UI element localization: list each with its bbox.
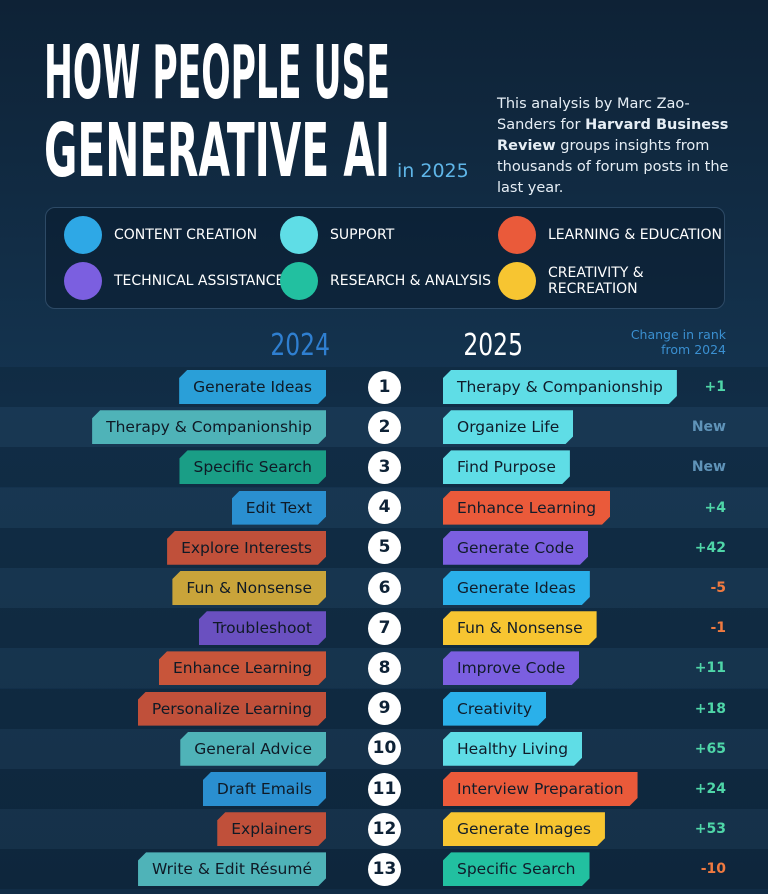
legend-item: LEARNING & EDUCATION — [498, 216, 722, 254]
rank-change: +11 — [694, 660, 726, 677]
pill-2024: Draft Emails — [203, 772, 326, 806]
rank: 12 — [368, 812, 401, 846]
pill-2024: Explore Interests — [167, 531, 326, 565]
pill-2024: Personalize Learning — [138, 692, 326, 726]
title: HOW PEOPLE USE GENERATIVE AI — [44, 36, 390, 186]
legend-icon — [280, 216, 318, 254]
legend-label: LEARNING & EDUCATION — [548, 227, 723, 243]
title-suffix: in 2025 — [397, 160, 469, 182]
rank-change: -5 — [710, 580, 726, 596]
column-header: Change in rank from 2024 — [630, 327, 726, 357]
description-text: groups insights from thousands of forum … — [497, 138, 729, 196]
rank-change: New — [691, 459, 726, 476]
rank: 11 — [368, 772, 401, 806]
rank-change: +65 — [694, 740, 726, 757]
legend-item: CONTENT CREATION — [64, 216, 257, 254]
column-header: 2024 — [270, 328, 330, 363]
pill-2025: Healthy Living — [443, 732, 582, 766]
rank: 9 — [368, 692, 401, 726]
rank-change: -1 — [710, 620, 726, 637]
legend-label: CREATIVITY & RECREATION — [548, 265, 644, 297]
pill-2025: Therapy & Companionship — [443, 370, 677, 404]
rank: 3 — [368, 450, 401, 484]
description: This analysis by Marc Zao-Sanders for Ha… — [497, 94, 747, 199]
pill-2025: Fun & Nonsense — [443, 611, 597, 645]
pill-2025: Creativity — [443, 692, 546, 726]
legend-item: TECHNICAL ASSISTANCE — [64, 262, 284, 300]
legend-icon — [498, 262, 536, 300]
legend-label: SUPPORT — [330, 227, 395, 243]
rank: 7 — [368, 611, 401, 645]
legend-label: RESEARCH & ANALYSIS — [330, 273, 492, 289]
rank-change: +18 — [694, 700, 726, 717]
rank-change: -10 — [700, 861, 726, 878]
rank-change: +24 — [694, 781, 726, 797]
pill-2025: Generate Images — [443, 812, 605, 846]
pill-2024: Generate Ideas — [179, 370, 326, 404]
pill-2025: Find Purpose — [443, 450, 570, 484]
description-text: This analysis by Marc Zao-Sanders for — [497, 96, 690, 133]
legend-icon — [64, 262, 102, 300]
pill-2024: Enhance Learning — [159, 651, 326, 685]
pill-2025: Specific Search — [443, 852, 590, 886]
title-line: GENERATIVE AI — [44, 108, 390, 186]
legend-icon — [64, 216, 102, 254]
legend-item: RESEARCH & ANALYSIS — [280, 262, 491, 300]
rank-change: +1 — [704, 379, 726, 395]
description-bold: Harvard Business Review — [497, 117, 729, 154]
rank: 10 — [368, 732, 401, 766]
rank-change: +4 — [704, 499, 726, 516]
rank-change: +53 — [694, 821, 726, 838]
pill-2025: Improve Code — [443, 651, 579, 685]
legend-label: TECHNICAL ASSISTANCE — [114, 273, 285, 289]
pill-2024: Write & Edit Résumé — [138, 852, 326, 886]
pill-2024: General Advice — [180, 732, 326, 766]
pill-2025: Generate Code — [443, 531, 588, 565]
legend-item: SUPPORT — [280, 216, 394, 254]
legend-icon — [280, 262, 318, 300]
rank: 5 — [368, 531, 401, 565]
pill-2025: Organize Life — [443, 410, 573, 444]
pill-2024: Fun & Nonsense — [172, 571, 326, 605]
pill-2025: Enhance Learning — [443, 491, 610, 525]
pill-2024: Therapy & Companionship — [92, 410, 326, 444]
pill-2024: Troubleshoot — [199, 611, 326, 645]
legend-label: CONTENT CREATION — [114, 227, 258, 243]
legend-icon — [498, 216, 536, 254]
rank: 2 — [368, 410, 401, 444]
rank-change: New — [691, 419, 726, 436]
pill-2025: Interview Preparation — [443, 772, 638, 806]
pill-2024: Explainers — [217, 812, 326, 846]
rank: 6 — [368, 571, 401, 605]
column-header: 2025 — [463, 328, 523, 363]
rank: 13 — [368, 852, 401, 886]
pill-2024: Edit Text — [232, 491, 326, 525]
rank: 1 — [368, 370, 401, 404]
title-line: HOW PEOPLE USE — [44, 36, 390, 116]
rank: 4 — [368, 491, 401, 525]
legend: CONTENT CREATION SUPPORT LEARNING & EDUCAT… — [45, 207, 725, 309]
rank-change: +42 — [694, 539, 726, 556]
rank: 8 — [368, 651, 401, 685]
legend-item: CREATIVITY & RECREATION — [498, 262, 724, 300]
pill-2024: Specific Search — [179, 450, 326, 484]
pill-2025: Generate Ideas — [443, 571, 590, 605]
